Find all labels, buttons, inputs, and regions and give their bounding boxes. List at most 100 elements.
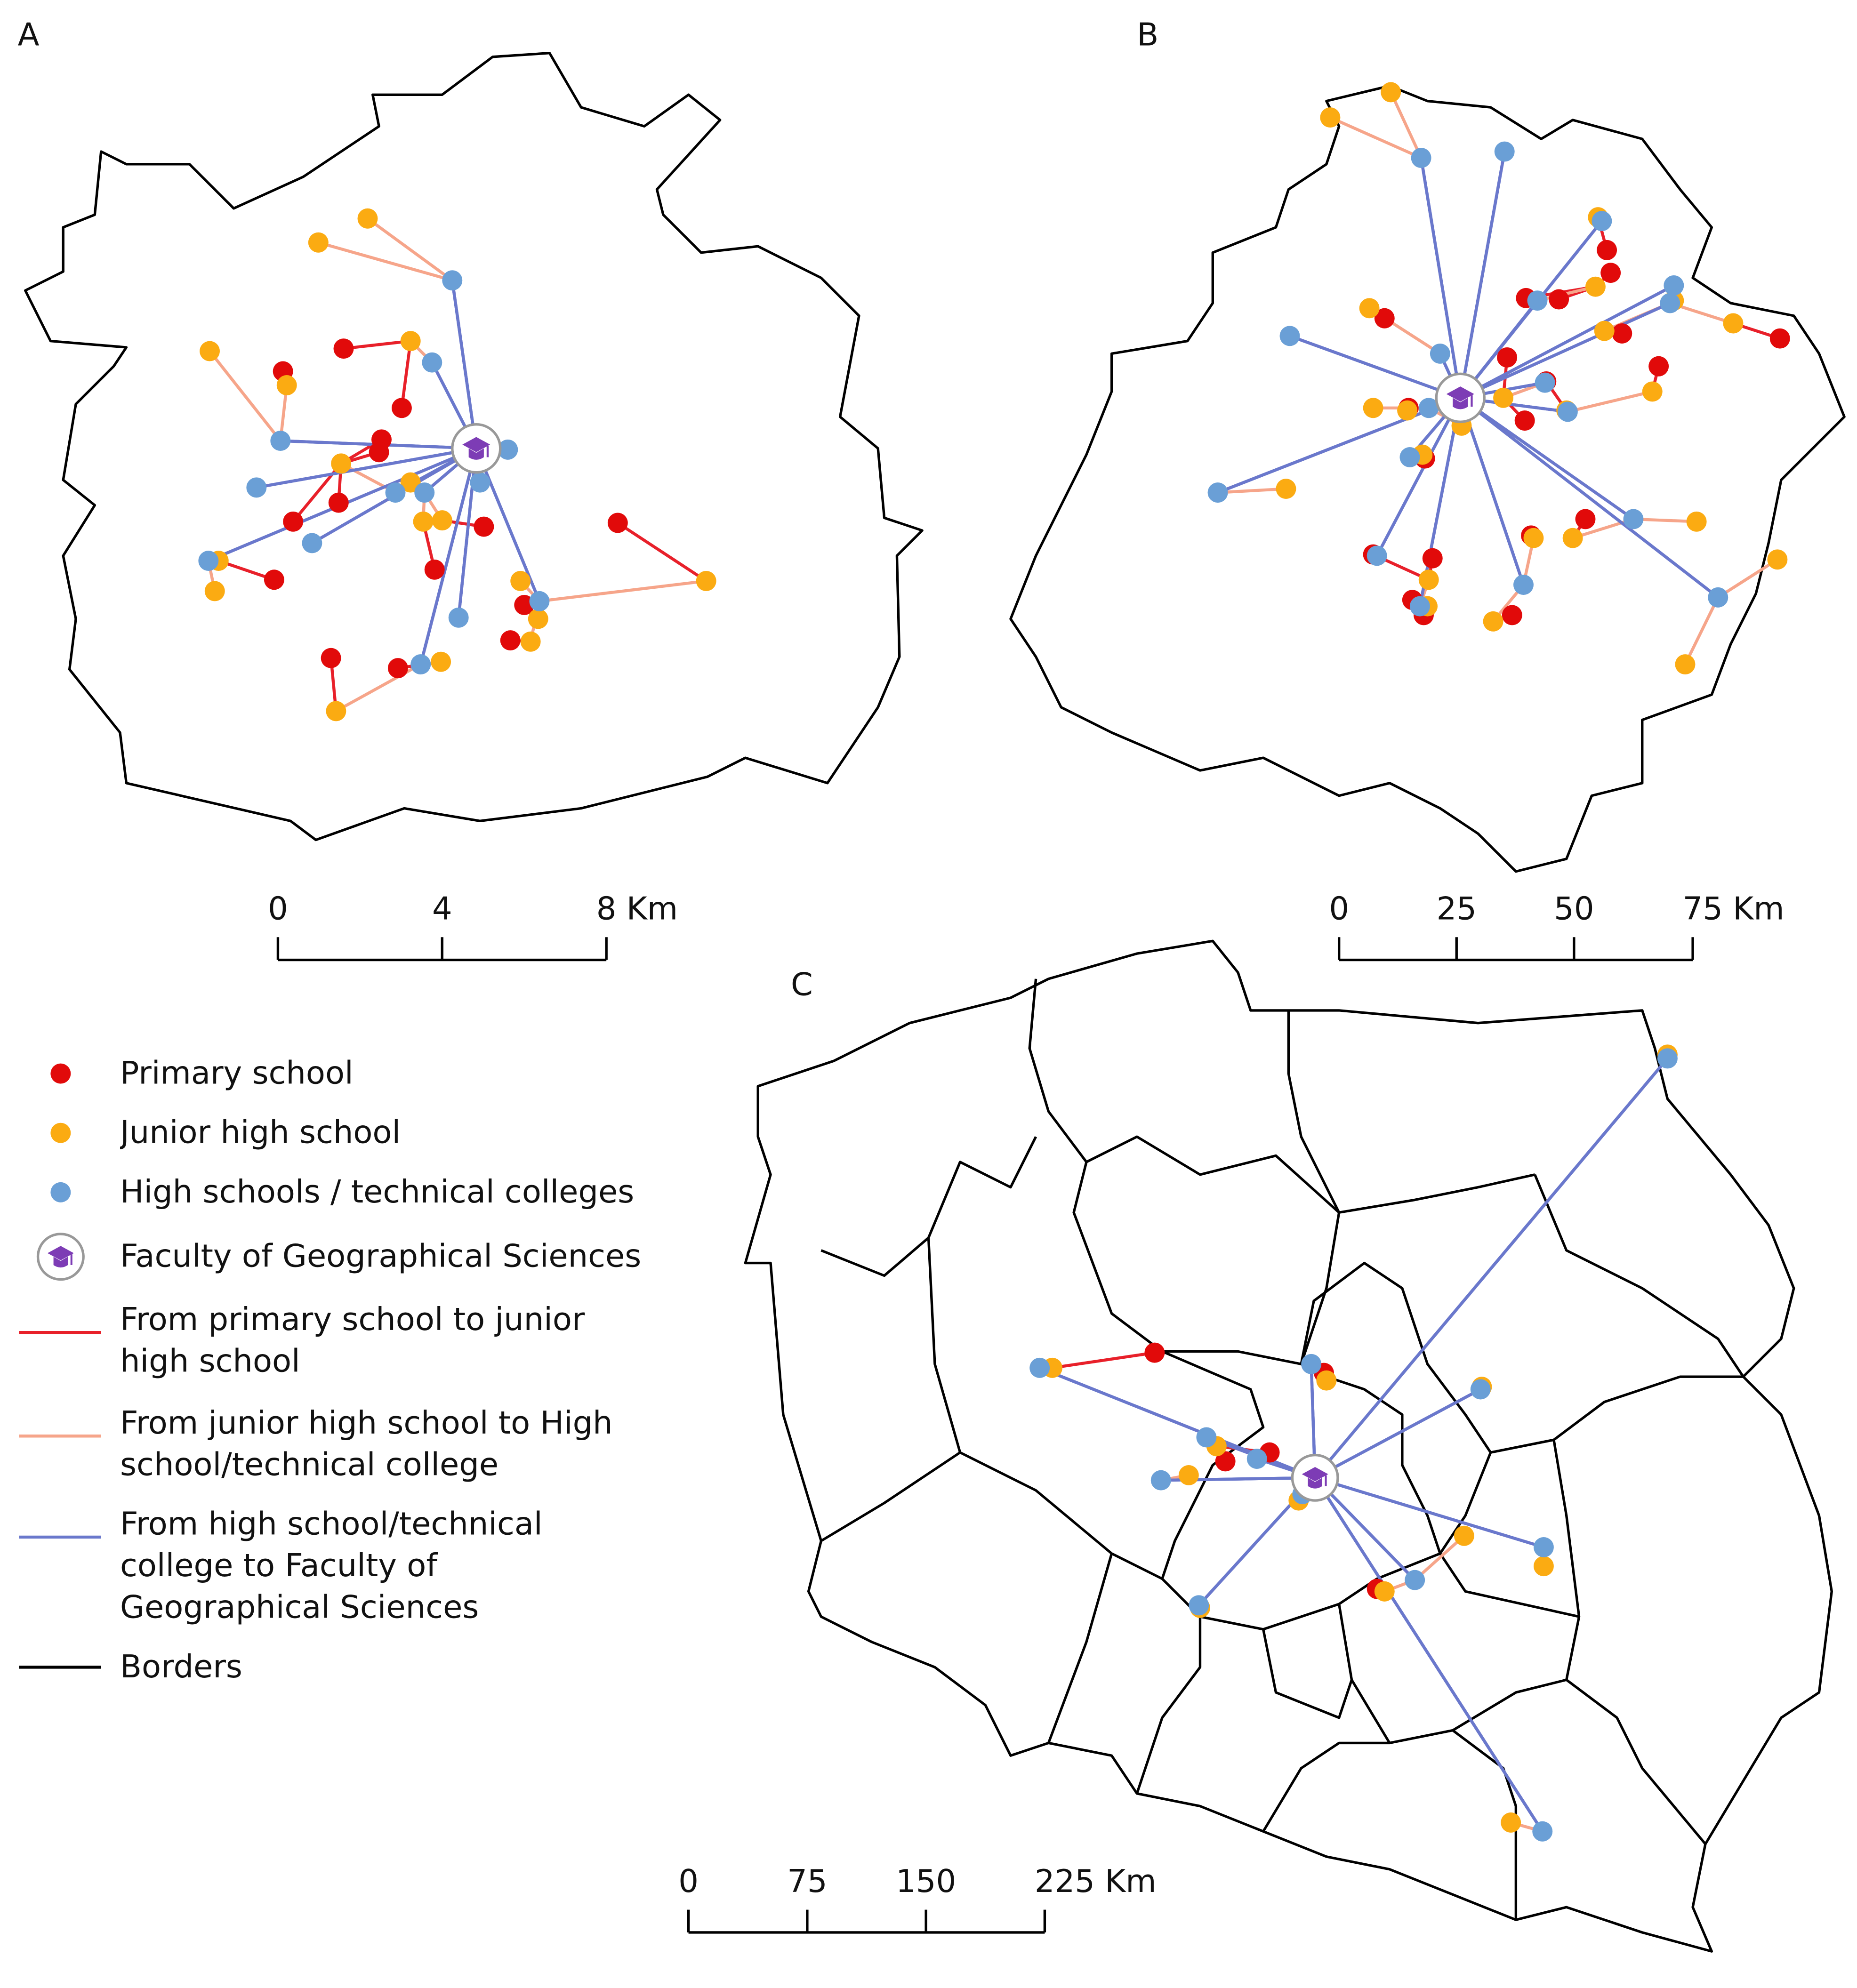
high-school (1470, 1379, 1491, 1400)
high-school (1660, 293, 1680, 313)
route-line (450, 280, 478, 449)
primary-school (1497, 347, 1518, 368)
junior-high-school (1418, 569, 1439, 590)
junior-high-school (1454, 1525, 1474, 1546)
route-line (1414, 1534, 1465, 1581)
junior-high-school (1523, 528, 1544, 548)
junior-high-school (400, 331, 421, 352)
high-school (442, 270, 463, 291)
route-line (1217, 396, 1461, 494)
panel-label: A (18, 16, 40, 53)
junior-high-school (1374, 1581, 1395, 1602)
high-school (198, 551, 219, 571)
primary-school (1648, 356, 1669, 377)
high-school (1196, 1427, 1217, 1448)
junior-high-school (1363, 398, 1383, 418)
scale-label: 225 Km (1035, 1863, 1157, 1900)
scale-label: 0 (268, 890, 288, 927)
high-school (1494, 141, 1515, 162)
route-line (1459, 302, 1671, 400)
route-line (1375, 397, 1462, 557)
panel-label: B (1137, 16, 1158, 53)
legend-entry: From junior high school to High school/t… (120, 1404, 613, 1483)
legend-entry: High schools / technical colleges (120, 1173, 634, 1210)
high-school (1657, 1048, 1678, 1069)
legend-entry: Primary school (120, 1054, 354, 1091)
scale-label: 4 (432, 890, 452, 927)
junior-high-school (1397, 400, 1418, 421)
route-line (367, 217, 453, 282)
junior-high-school (357, 208, 378, 229)
junior-high-school (1533, 1556, 1554, 1577)
high-school (1535, 372, 1555, 393)
legend-label: Faculty of Geographical Sciences (120, 1237, 642, 1275)
junior-high-school (276, 375, 297, 395)
primary-school (1144, 1342, 1165, 1363)
high-school (1399, 447, 1420, 467)
region-border (927, 1136, 1037, 1238)
high-school (1430, 343, 1450, 364)
high-school (498, 439, 518, 460)
junior-high-school (1594, 321, 1615, 341)
route-line (419, 448, 478, 665)
region-border (1287, 1010, 1341, 1213)
high-school (410, 654, 431, 675)
scale-label: 75 (787, 1863, 827, 1900)
primary-school (424, 559, 445, 580)
high-school (448, 607, 469, 628)
primary-school (474, 516, 494, 537)
route-line (318, 241, 453, 282)
route-line (1459, 396, 1719, 599)
junior-high-school (331, 453, 352, 474)
legend-entry: From high school/technical college to Fa… (120, 1506, 543, 1626)
primary-school (1215, 1451, 1236, 1472)
route-line (1314, 1057, 1669, 1479)
high-school (1279, 326, 1300, 346)
scale-label: 75 Km (1683, 890, 1785, 927)
legend-entry: Borders (120, 1648, 242, 1685)
primary-school (1597, 240, 1617, 260)
route-line (1459, 396, 1634, 521)
high-school (1623, 509, 1644, 529)
primary-school (1422, 548, 1443, 569)
legend-entry: Junior high school (120, 1114, 401, 1151)
junior-high-school (1501, 1812, 1521, 1833)
high-school (422, 352, 442, 373)
route-line (539, 579, 707, 603)
junior-high-school (326, 701, 346, 721)
border (24, 52, 924, 842)
high-school (1532, 1821, 1553, 1842)
high-school (246, 477, 267, 498)
high-school (1246, 1449, 1267, 1469)
junior-high-school (520, 631, 541, 652)
junior-high-school (696, 570, 716, 591)
junior-high-school (413, 511, 434, 532)
border (744, 939, 1833, 1953)
high-school (1557, 401, 1578, 422)
region-border (1262, 1629, 1353, 1719)
primary-school (1549, 289, 1569, 310)
junior-high-school (1675, 654, 1696, 675)
route-line (343, 339, 411, 350)
high-school (529, 591, 550, 611)
panel-label: C (791, 966, 813, 1003)
legend-label: Primary school (120, 1054, 354, 1091)
junior-high-school (1642, 381, 1663, 402)
primary-school (1769, 328, 1790, 349)
scale-label: 25 (1437, 890, 1477, 927)
route-line (208, 350, 282, 442)
legend-label: From junior high school to High school/t… (120, 1404, 613, 1483)
high-school (1533, 1537, 1554, 1557)
scale-label: 0 (678, 1863, 699, 1900)
border (1009, 84, 1846, 873)
legend-marker (50, 1182, 71, 1202)
high-school (1150, 1470, 1171, 1491)
legend-entry: From primary school to junior high schoo… (120, 1301, 585, 1379)
primary-school (328, 492, 349, 513)
junior-high-school (308, 232, 329, 253)
junior-high-school (1585, 276, 1606, 297)
region-border (1439, 1452, 1580, 1618)
high-school (1207, 482, 1228, 503)
